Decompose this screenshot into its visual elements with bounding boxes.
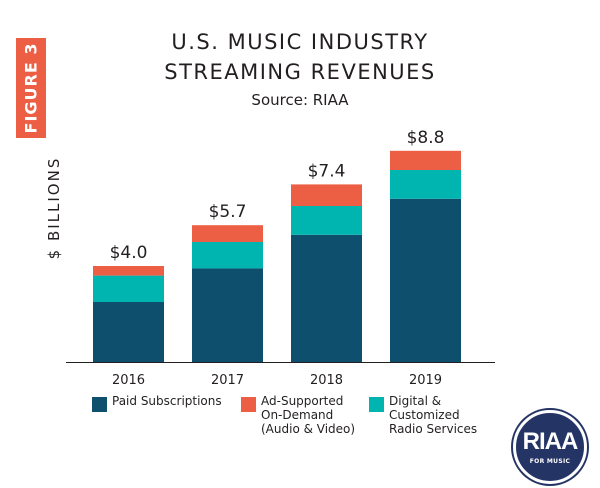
x-tick-label-2017: 2017: [211, 373, 244, 388]
bar-segment-digital-customized-radio-services-2017: [192, 242, 263, 269]
legend-line: Customized: [389, 408, 460, 422]
bar-segment-ad-supported-on-demand-audio-video-2018: [291, 184, 362, 206]
legend-line: Paid Subscriptions: [112, 394, 222, 408]
total-label-2017: $5.7: [209, 202, 247, 222]
legend-line: On-Demand: [261, 408, 334, 422]
chart-title-line-1: U.S. MUSIC INDUSTRY: [171, 30, 429, 54]
bar-segment-paid-subscriptions-2019: [390, 198, 461, 362]
legend-line: (Audio & Video): [261, 422, 356, 436]
total-label-2016: $4.0: [110, 243, 148, 263]
riaa-logo: RIAA FOR MUSIC: [513, 410, 587, 484]
bar-segment-paid-subscriptions-2016: [93, 302, 164, 362]
bar-segment-ad-supported-on-demand-audio-video-2016: [93, 266, 164, 276]
riaa-logo-wordmark: RIAA: [522, 428, 579, 455]
bar-segment-digital-customized-radio-services-2018: [291, 206, 362, 235]
legend-label-ad-supported: Ad-Supported On-Demand (Audio & Video): [261, 394, 386, 436]
legend-line: Digital &: [389, 394, 442, 408]
figure-tab: FIGURE 3: [16, 38, 46, 138]
riaa-logo-tagline: FOR MUSIC: [529, 458, 571, 465]
legend-swatch-ad-supported: [241, 397, 256, 412]
x-tick-label-2019: 2019: [409, 373, 442, 388]
legend-line: Ad-Supported: [261, 394, 344, 408]
chart-subtitle: Source: RIAA: [251, 91, 349, 109]
bar-segment-paid-subscriptions-2018: [291, 234, 362, 362]
legend-swatch-paid-subscriptions: [92, 397, 107, 412]
bar-segment-digital-customized-radio-services-2016: [93, 275, 164, 302]
x-tick-label-2016: 2016: [112, 373, 145, 388]
chart-title-line-2: STREAMING REVENUES: [164, 60, 436, 84]
bar-segment-digital-customized-radio-services-2019: [390, 170, 461, 199]
legend-swatch-digital-radio: [369, 397, 384, 412]
legend-label-paid-subscriptions: Paid Subscriptions: [112, 394, 237, 408]
x-tick-label-2018: 2018: [310, 373, 343, 388]
bar-segment-ad-supported-on-demand-audio-video-2019: [390, 150, 461, 170]
legend-line: Radio Services: [389, 422, 478, 436]
legend-label-digital-radio: Digital & Customized Radio Services: [389, 394, 514, 436]
bar-segment-ad-supported-on-demand-audio-video-2017: [192, 225, 263, 242]
bar-segment-paid-subscriptions-2017: [192, 268, 263, 362]
total-label-2018: $7.4: [308, 161, 346, 181]
total-label-2019: $8.8: [407, 128, 445, 148]
